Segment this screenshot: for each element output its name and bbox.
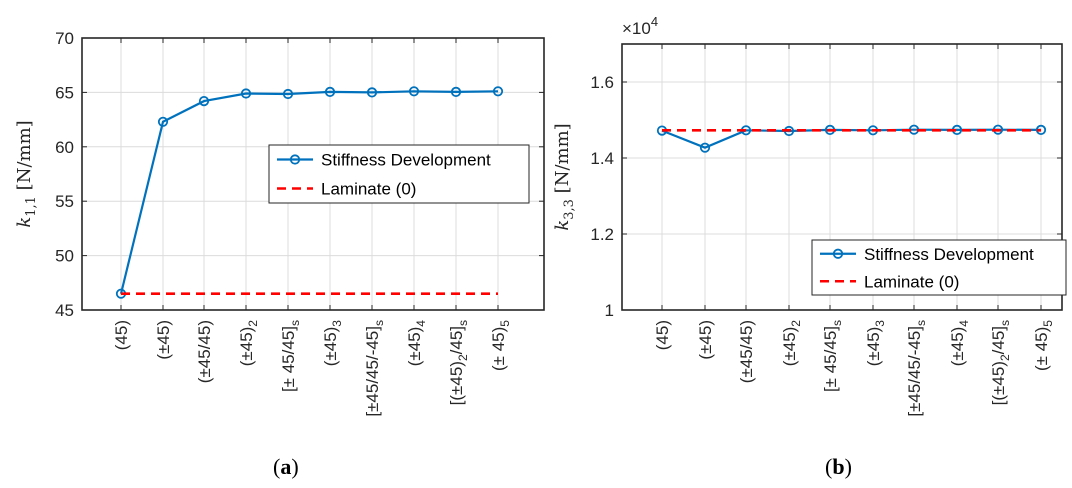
data-point [366,87,378,98]
panel-label: (b) [825,454,852,479]
x-tick-label: [(±45)2/45]s [447,320,470,405]
x-tick-label: (±45) [696,320,715,360]
x-tick-label: (±45)3 [321,320,344,367]
legend: Stiffness Development Laminate (0) [268,144,530,204]
x-tick-label: [± 45/45]s [279,320,302,392]
x-tick-label: (±45)4 [948,320,971,367]
data-point [157,116,169,127]
y-tick-label: 45 [55,301,74,320]
data-point [450,86,462,98]
y-tick-label: 70 [55,29,74,48]
x-tick-label: [±45/45/-45]s [363,320,386,417]
legend-label: Laminate (0) [321,180,416,199]
axes-box [81,37,545,311]
data-point [324,86,336,98]
x-tick-label: (45) [112,320,131,350]
x-tick-label: [(±45)2/45]s [989,320,1012,405]
legend: Stiffness Development Laminate (0) [811,239,1067,296]
chart-panel-b: 1 1.2 1.4 1.6 ×104 (45) (±45) (±45/45) (±45)2 [± … [552,14,1067,479]
y-tick-label: 1.6 [590,73,614,92]
chart-panel-a: 45 50 55 60 65 70 (45) (±45) (±45/45) (±45)2 [± 45… [14,29,545,479]
x-tick-label: [±45/45/-45]s [905,320,928,417]
y-axis-exponent: ×104 [622,14,658,38]
series-line-stiffness [661,128,1042,149]
y-tick-label: 60 [55,138,74,157]
legend-marker [289,154,301,165]
legend-label: Stiffness Development [321,151,491,170]
y-axis-label: k1,1 [N/mm] [14,120,39,227]
data-point [699,142,711,153]
axes-box [621,43,1063,311]
y-tick-label: 50 [55,247,74,266]
data-point [492,86,504,97]
data-point [282,88,294,100]
legend-label: Laminate (0) [864,272,959,291]
y-axis-label: k3,3 [N/mm] [552,123,577,230]
panel-label: (a) [273,454,299,479]
x-tick-label: (45) [653,320,672,350]
y-tick-label: 1.4 [590,149,614,168]
series-line-stiffness [119,90,499,294]
x-tick-label: (±45)3 [864,320,887,367]
legend-box [811,239,1067,296]
x-tick-label: [± 45/45]s [821,320,844,392]
legend-label: Stiffness Development [864,245,1034,264]
x-tick-label: (±45)4 [405,320,428,367]
x-tick-label: (±45) [154,320,173,360]
data-point [408,86,420,97]
x-tick-label: (±45)2 [780,320,803,367]
y-tick-label: 1 [605,301,614,320]
y-tick-label: 1.2 [590,225,614,244]
data-point [240,88,252,99]
data-point [198,96,210,107]
x-tick-label: (±45/45) [737,320,756,383]
y-tick-label: 65 [55,83,74,102]
data-point [1035,124,1047,135]
x-tick-label: (±45/45) [195,320,214,383]
legend-box [268,144,530,204]
x-tick-label: (± 45)5 [1032,320,1055,371]
x-tick-label: (± 45)5 [489,320,512,371]
x-tick-label: (±45)2 [237,320,260,367]
legend-marker [832,248,844,259]
y-tick-label: 55 [55,192,74,211]
